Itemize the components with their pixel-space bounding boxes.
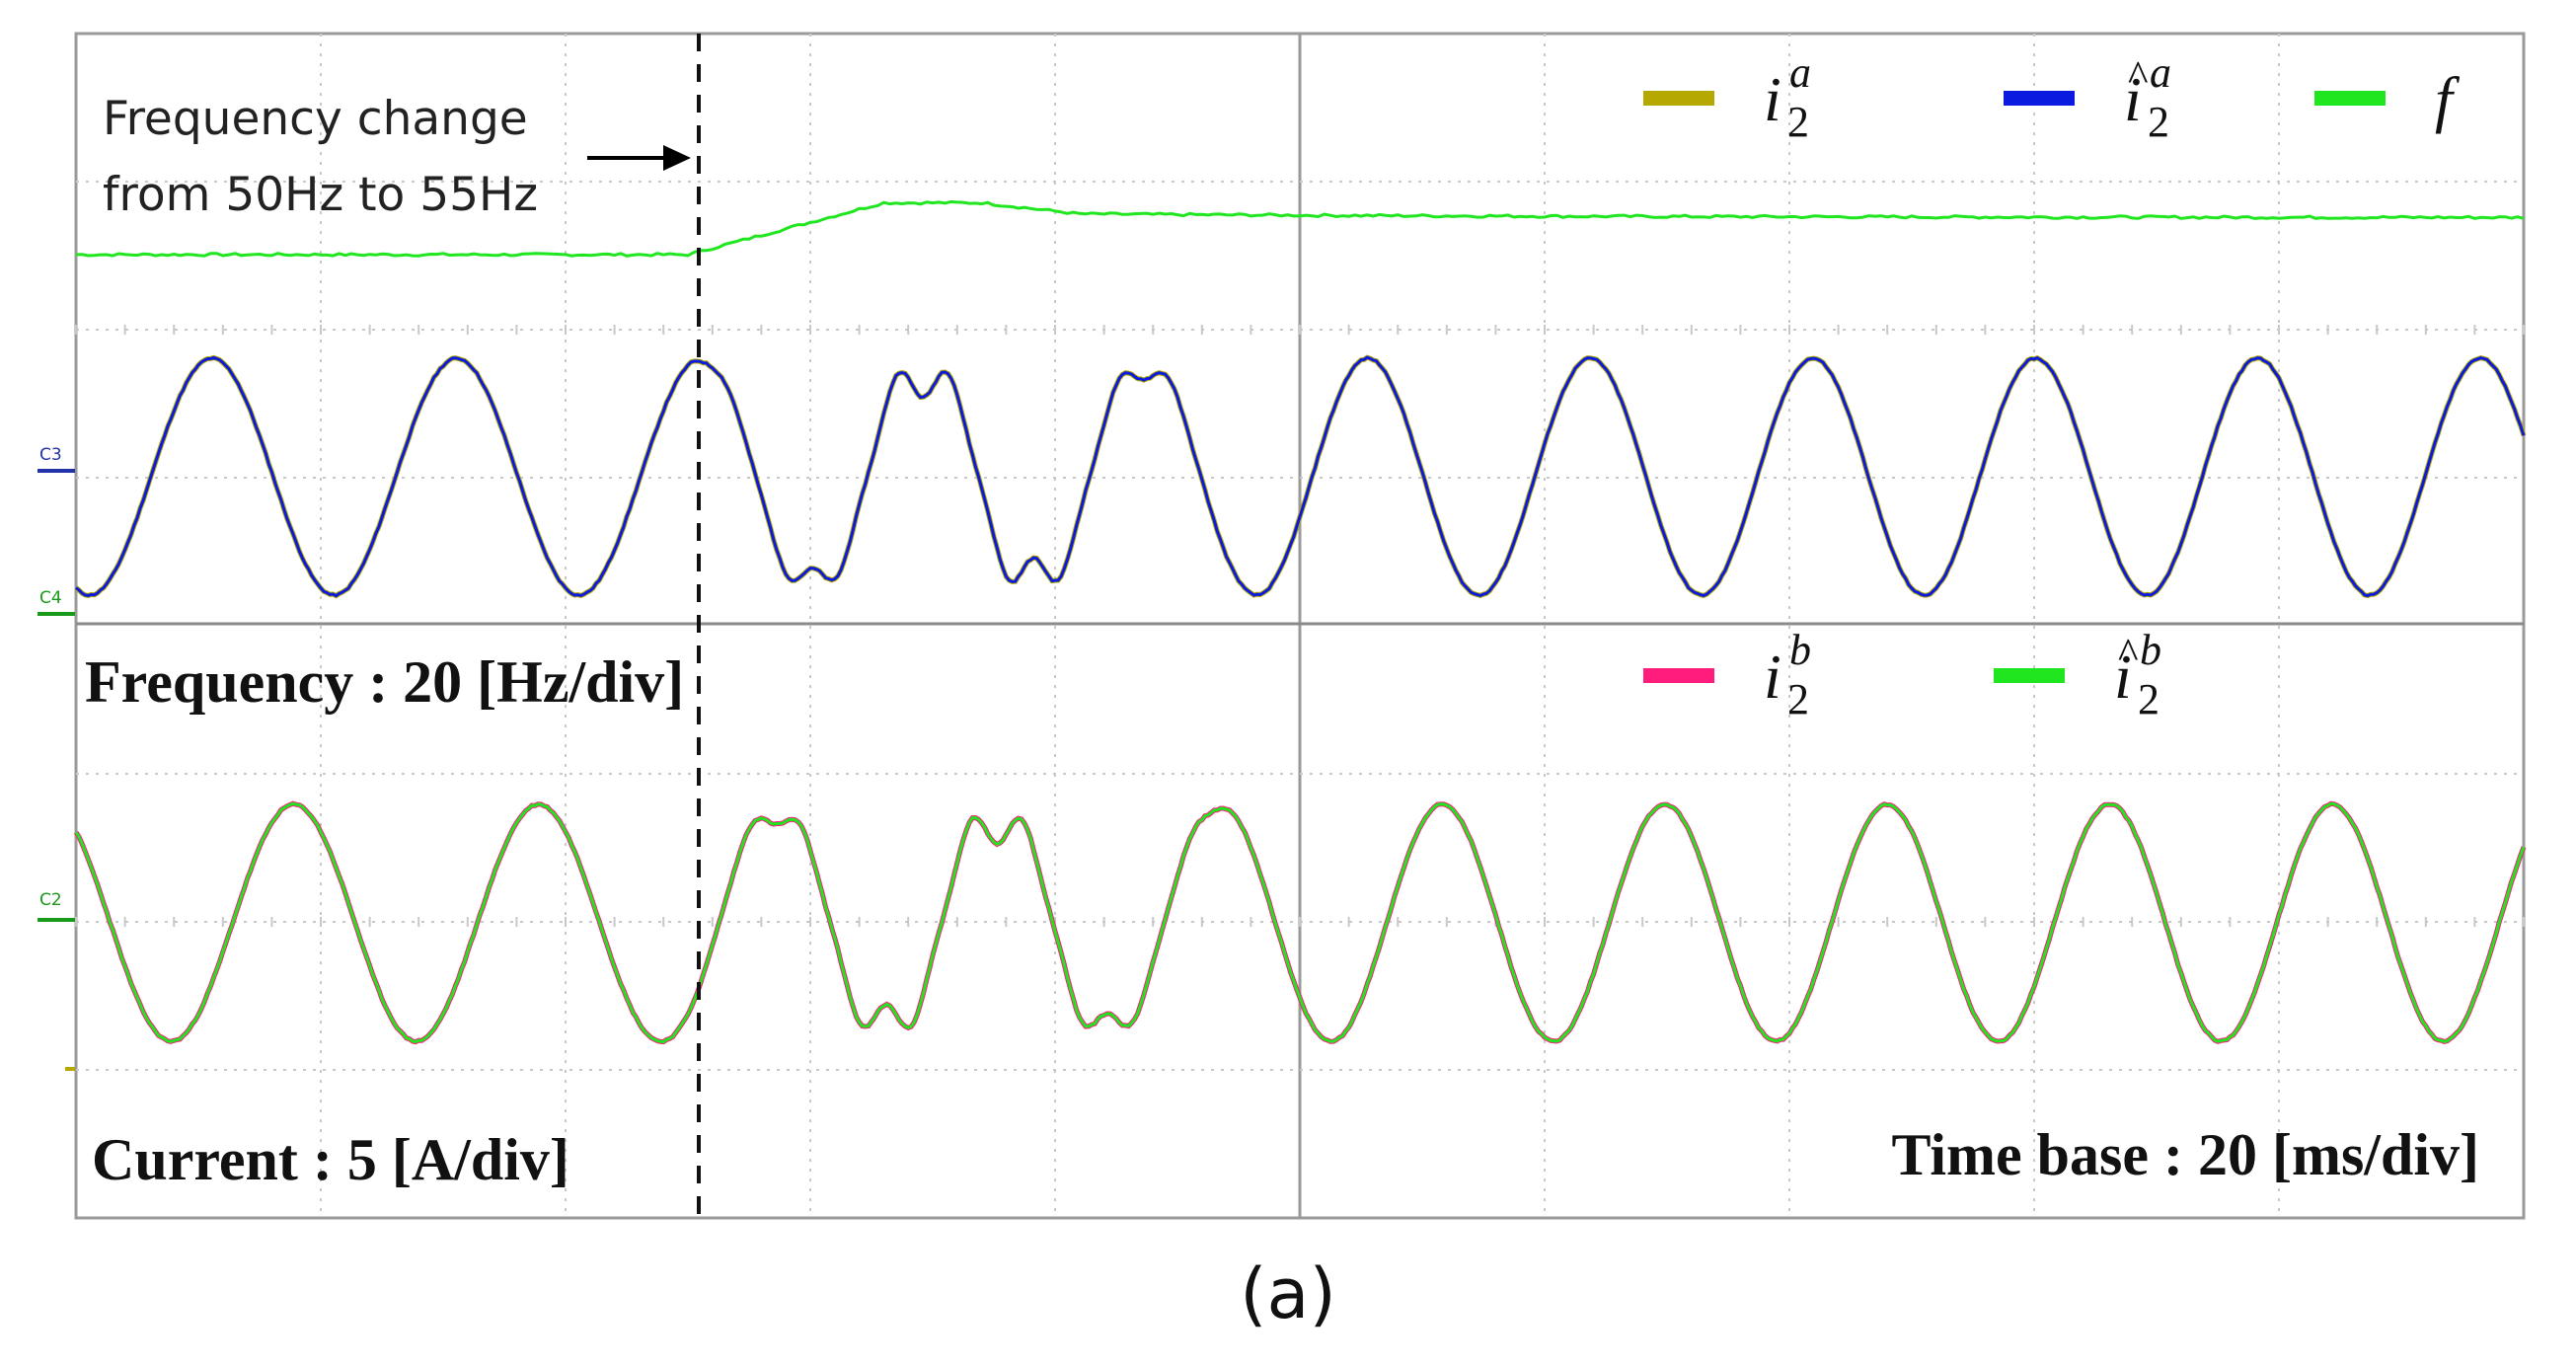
legend-swatch bbox=[1643, 668, 1714, 683]
legend-symbol: i bbox=[1764, 64, 1781, 134]
channel-label-c3: C3 bbox=[39, 445, 62, 465]
legend-entry: i a2 bbox=[1643, 48, 1811, 146]
legend-superscript: b bbox=[1789, 626, 1811, 674]
legend-entry: ^i a2 bbox=[2004, 48, 2171, 146]
current-scale-label: Current : 5 [A/div] bbox=[92, 1127, 569, 1192]
annotation-line-2: from 50Hz to 55Hz bbox=[103, 168, 538, 222]
time-base-label: Time base : 20 [ms/div] bbox=[1891, 1122, 2479, 1187]
legend-swatch bbox=[1994, 668, 2065, 683]
legend-superscript: a bbox=[1789, 48, 1811, 97]
channel-marker-c3: C3 bbox=[38, 445, 75, 473]
legend-swatch bbox=[2004, 91, 2075, 106]
legend-symbol: i bbox=[2124, 64, 2142, 134]
legend-superscript: a bbox=[2150, 48, 2171, 97]
legend-entry: ^i b2 bbox=[1994, 626, 2161, 723]
legend-swatch bbox=[1643, 91, 1714, 106]
legend-subscript: 2 bbox=[2138, 675, 2159, 723]
legend-subscript: 2 bbox=[1787, 98, 1809, 146]
scope-grid bbox=[75, 34, 2525, 1218]
annotation-line-1: Frequency change bbox=[103, 92, 528, 146]
legend-swatch bbox=[2314, 91, 2386, 106]
subplot-label: (a) bbox=[1240, 1253, 1336, 1334]
legend-superscript: b bbox=[2140, 626, 2161, 674]
frequency-scale-label: Frequency : 20 [Hz/div] bbox=[85, 649, 684, 715]
channel-label-c4: C4 bbox=[39, 588, 62, 608]
trace-i2b-hat bbox=[74, 801, 2526, 1044]
annotation-arrowhead bbox=[663, 145, 691, 171]
legend-hat: ^ bbox=[2117, 630, 2138, 678]
legend-subscript: 2 bbox=[1787, 675, 1809, 723]
waveform-traces bbox=[73, 199, 2527, 1045]
legend-bottom: i b2^i b2 bbox=[1643, 626, 2161, 723]
scope-screen bbox=[74, 32, 2526, 1220]
frequency-trace bbox=[75, 199, 2525, 258]
legend-symbol: i bbox=[2114, 642, 2132, 712]
trace-i2a-hat bbox=[75, 355, 2526, 598]
channel-marker-c2: C2 bbox=[38, 890, 75, 922]
legend-hat: ^ bbox=[2127, 52, 2148, 101]
legend-top: i a2^i a2 f bbox=[1643, 48, 2461, 146]
channel-label-c2: C2 bbox=[39, 890, 62, 910]
legend-entry: i b2 bbox=[1643, 626, 1811, 723]
legend-subscript: 2 bbox=[2148, 98, 2169, 146]
channel-marker-c4: C4 bbox=[38, 588, 75, 616]
legend-symbol: i bbox=[1764, 642, 1781, 712]
